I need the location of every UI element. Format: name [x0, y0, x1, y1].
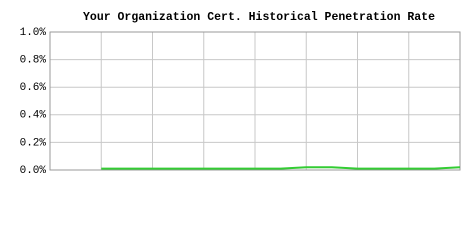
y-tick-label: 0.0%: [20, 165, 47, 177]
line-series: [101, 166, 461, 170]
y-tick-label: 0.2%: [20, 137, 47, 149]
plot-border: [49, 31, 461, 171]
y-tick-label: 1.0%: [20, 27, 47, 39]
chart: Your Organization Cert. Historical Penet…: [20, 11, 461, 177]
y-tick-label: 0.4%: [20, 110, 47, 122]
y-tick-label: 0.8%: [20, 55, 47, 67]
chart-title: Your Organization Cert. Historical Penet…: [83, 11, 435, 24]
y-tick-label: 0.6%: [20, 82, 47, 94]
